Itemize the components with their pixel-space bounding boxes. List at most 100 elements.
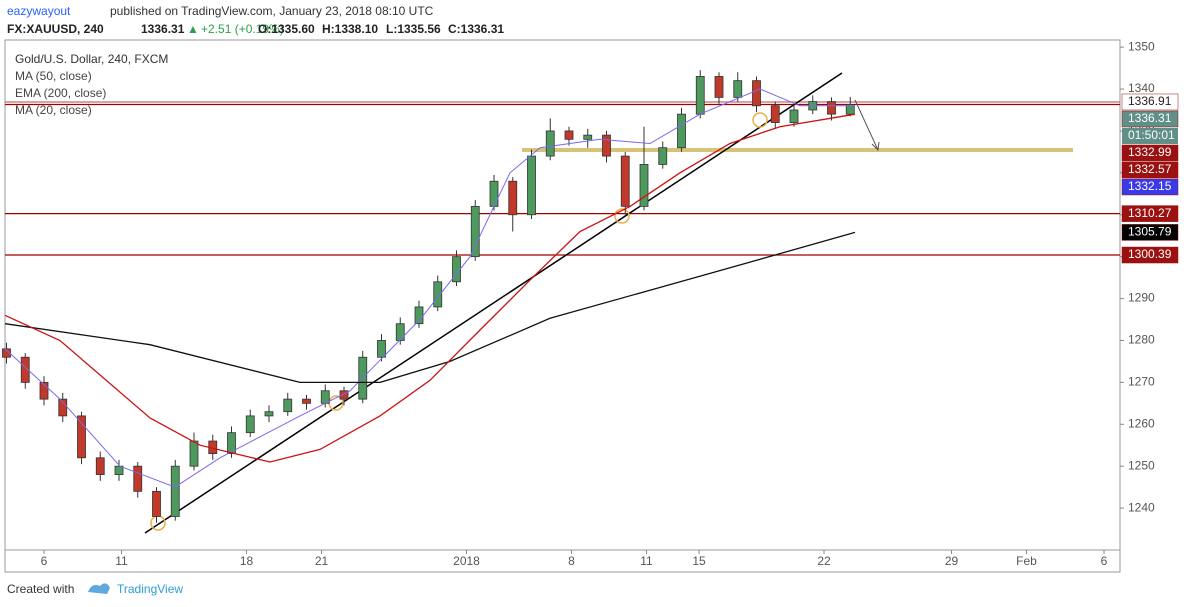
candle-body (564, 130, 574, 140)
y-tick-label: 1240 (1128, 500, 1155, 514)
candle-body (227, 432, 236, 455)
y-tick-label: 1350 (1128, 39, 1155, 53)
price-label-box (1121, 246, 1179, 264)
price-label: 1300.39 (1128, 247, 1172, 261)
y-tick-label: 1340 (1128, 81, 1155, 95)
x-tick-label: 29 (945, 554, 959, 568)
candle-body (395, 323, 405, 341)
price-label: 1332.15 (1128, 179, 1172, 193)
x-tick-label: 11 (115, 554, 128, 568)
candle-body (770, 105, 780, 123)
x-tick-label: 22 (817, 554, 831, 568)
price-label: 1305.79 (1128, 225, 1172, 239)
y-tick-label: 1290 (1128, 291, 1155, 305)
candle-body (77, 415, 86, 459)
candle-body (695, 76, 705, 115)
x-tick-label: 6 (41, 554, 48, 568)
x-tick-label: 15 (692, 554, 706, 568)
candle-body (452, 256, 461, 283)
price-label: 1310.27 (1128, 206, 1172, 220)
candle-body (339, 390, 349, 400)
candle-body (602, 134, 611, 157)
brand-logo (88, 583, 110, 594)
candle-body (283, 398, 293, 413)
legend-entry: MA (20, close) (15, 103, 92, 117)
price-label: 1332.57 (1128, 162, 1172, 176)
candle-body (508, 180, 518, 216)
price-label-box (1121, 205, 1179, 222)
candle-body (20, 356, 30, 383)
x-tick-label: 6 (1101, 554, 1108, 568)
candle-body (245, 415, 255, 434)
price-label: 1332.99 (1128, 145, 1172, 159)
legend-entry: EMA (200, close) (15, 86, 106, 100)
touch-marker (614, 208, 630, 224)
candle-body (2, 348, 11, 358)
x-tick-label: 8 (568, 554, 575, 568)
candle-body (827, 101, 836, 115)
price-label-box (1121, 178, 1179, 196)
indicator-line (4, 88, 855, 488)
x-tick-label: 2018 (453, 554, 480, 568)
x-tick-label: 11 (640, 554, 653, 568)
price-label-box (1121, 93, 1179, 111)
symbol: FX:XAUUSD, 240 (7, 22, 104, 36)
price-label-box (1121, 144, 1179, 162)
candle-body (470, 205, 480, 258)
projection-arrow (854, 99, 880, 152)
chart-title: Gold/U.S. Dollar, 240, FXCM (15, 52, 168, 66)
candle-body (733, 80, 743, 98)
candle-body (545, 130, 555, 157)
indicator-line (4, 231, 856, 384)
candle-body (489, 180, 499, 207)
low: L:1335.56 (386, 22, 441, 36)
time-axis (4, 549, 1121, 573)
open: O:1335.60 (258, 22, 315, 36)
price-label-box (1121, 161, 1179, 179)
candle-body (620, 155, 630, 207)
x-tick-label: Feb (1016, 554, 1037, 568)
legend-entry: MA (50, close) (15, 69, 92, 83)
candle-body (789, 109, 799, 123)
candle-body (95, 457, 105, 475)
candle-body (189, 440, 199, 467)
y-tick-label: 1260 (1128, 416, 1155, 430)
last-price: 1336.31 (141, 22, 185, 36)
change-arrow: ▲ (187, 22, 199, 36)
countdown: 01:50:01 (1128, 128, 1175, 142)
candle-body (677, 113, 686, 149)
y-tick-label: 1280 (1128, 333, 1155, 347)
candle-body (433, 281, 443, 308)
plot (2, 70, 1120, 534)
author[interactable]: eazywayout (7, 4, 71, 18)
candle-body (639, 164, 649, 207)
brand[interactable]: TradingView (117, 582, 183, 596)
created-with: Created with (7, 582, 74, 596)
candle-body (133, 465, 143, 492)
price-label-box (1121, 110, 1179, 128)
countdown-box (1122, 127, 1178, 144)
candle-body (39, 381, 49, 400)
close: C:1336.31 (448, 22, 504, 36)
price-label: 1336.31 (1128, 111, 1172, 125)
candle-body (170, 465, 180, 517)
candle-body (302, 398, 311, 404)
candle-body (714, 76, 724, 98)
candle-body (527, 155, 536, 216)
x-tick-label: 21 (315, 554, 329, 568)
candle-body (845, 104, 855, 115)
y-tick-label: 1270 (1128, 375, 1155, 389)
candle-body (264, 411, 274, 417)
change: +2.51 (+0.19%) (201, 22, 284, 36)
candle-body (377, 340, 386, 358)
candle-body (58, 398, 68, 417)
touch-marker (752, 112, 768, 128)
candle-body (152, 490, 161, 517)
x-tick-label: 18 (240, 554, 254, 568)
price-label: 1336.91 (1128, 94, 1172, 108)
candle-body (583, 134, 593, 140)
trendline (144, 72, 843, 534)
